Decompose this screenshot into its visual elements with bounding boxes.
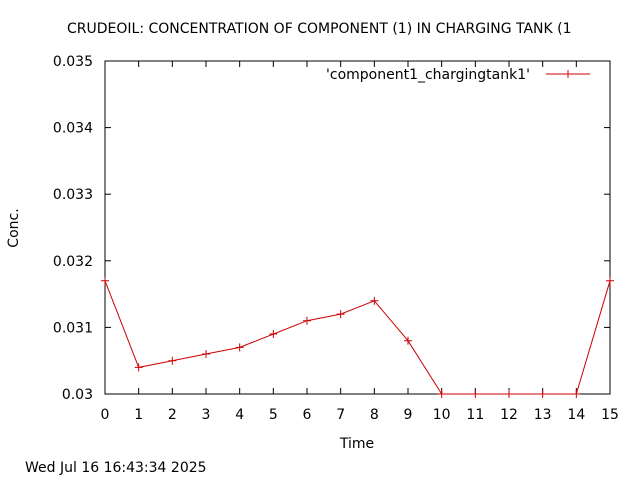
chart-title: CRUDEOIL: CONCENTRATION OF COMPONENT (1)… <box>67 21 572 37</box>
legend-label: 'component1_chargingtank1' <box>326 67 530 83</box>
y-axis-label: Conc. <box>6 208 22 247</box>
data-point-marker <box>269 330 278 339</box>
x-tick-label: 2 <box>168 407 177 423</box>
data-point-marker <box>336 310 345 319</box>
y-tick-label: 0.031 <box>53 320 93 336</box>
x-tick-label: 9 <box>404 407 413 423</box>
x-tick-label: 8 <box>370 407 379 423</box>
data-point-marker <box>202 350 210 359</box>
data-point-marker <box>606 276 614 285</box>
y-tick-label: 0.033 <box>53 187 93 203</box>
series-line <box>104 280 611 395</box>
x-tick-label: 3 <box>202 407 211 423</box>
data-point-marker <box>471 390 480 398</box>
series-layer <box>101 276 614 398</box>
legend-marker <box>564 70 572 78</box>
legend: 'component1_chargingtank1' <box>326 67 590 83</box>
data-point-marker <box>370 296 379 305</box>
x-axis-label: Time <box>339 436 374 452</box>
x-tick-label: 12 <box>500 407 518 423</box>
x-tick-label: 7 <box>336 407 345 423</box>
x-tick-label: 0 <box>101 407 110 423</box>
data-point-marker <box>303 316 311 325</box>
data-point-marker <box>505 390 513 398</box>
x-axis-ticks: 0 1 2 3 4 5 6 7 8 9 10 11 12 13 14 15 <box>101 61 619 423</box>
y-tick-label: 0.03 <box>62 387 93 403</box>
data-point-marker <box>404 336 412 345</box>
x-tick-label: 5 <box>269 407 278 423</box>
data-point-marker <box>235 343 244 352</box>
timestamp: Wed Jul 16 16:43:34 2025 <box>25 460 207 476</box>
y-tick-label: 0.032 <box>53 254 93 270</box>
x-tick-label: 14 <box>567 407 585 423</box>
x-tick-label: 15 <box>601 407 619 423</box>
x-tick-label: 13 <box>534 407 552 423</box>
x-tick-label: 6 <box>303 407 312 423</box>
y-tick-label: 0.034 <box>53 121 93 137</box>
data-point-marker <box>101 276 109 285</box>
x-tick-label: 4 <box>235 407 244 423</box>
data-point-marker <box>134 363 143 372</box>
data-point-marker <box>538 390 547 398</box>
y-axis-ticks: 0.03 0.031 0.032 0.033 0.034 0.035 <box>53 54 610 403</box>
x-tick-label: 11 <box>466 407 484 423</box>
x-tick-label: 10 <box>433 407 451 423</box>
data-point-marker <box>437 390 446 398</box>
data-point-marker <box>168 356 177 365</box>
x-tick-label: 1 <box>134 407 143 423</box>
data-point-marker <box>572 390 581 398</box>
plot-frame <box>104 60 611 395</box>
y-tick-label: 0.035 <box>53 54 93 70</box>
